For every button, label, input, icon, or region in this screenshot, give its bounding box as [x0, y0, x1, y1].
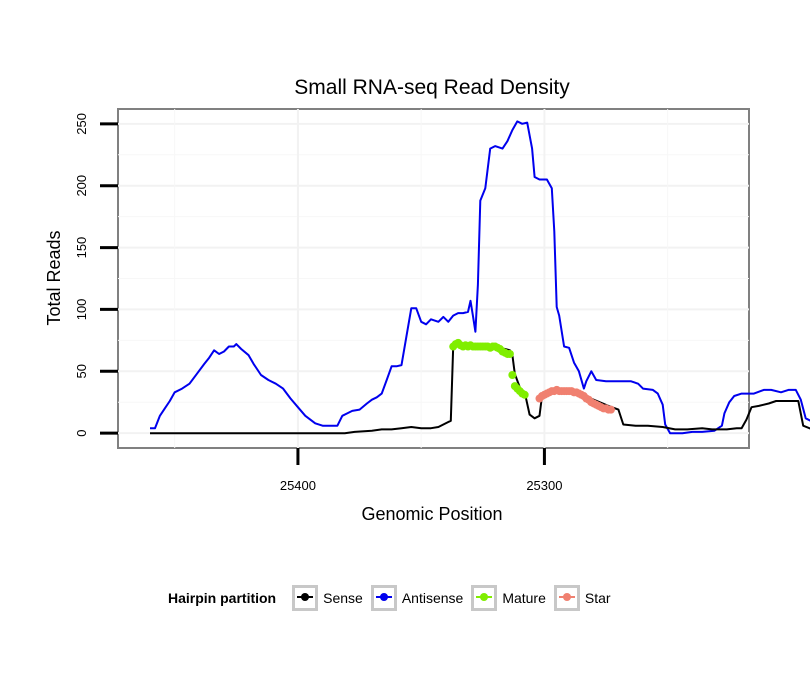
- legend-label-sense: Sense: [323, 590, 363, 606]
- data-point-mature: [520, 390, 529, 399]
- legend-key-sense: [292, 585, 319, 611]
- y-tick-label: 0: [74, 430, 89, 437]
- x-tick-label: 25300: [526, 478, 562, 493]
- data-series: [150, 120, 810, 435]
- legend-key-star: [553, 585, 580, 611]
- legend-key-antisense: [370, 585, 397, 611]
- y-axis-label: Total Reads: [44, 230, 64, 325]
- x-tick-label: 25400: [280, 478, 316, 493]
- y-tick-label: 250: [74, 113, 89, 135]
- legend-item-star[interactable]: Star: [553, 585, 611, 611]
- series-line-sense: [150, 343, 810, 435]
- series-line-antisense: [150, 120, 810, 435]
- legend-item-sense[interactable]: Sense: [292, 585, 363, 611]
- gridlines: [118, 109, 749, 448]
- y-tick-label: 150: [74, 237, 89, 259]
- legend-title: Hairpin partition: [168, 590, 277, 606]
- y-tick-label: 100: [74, 299, 89, 321]
- legend-label-star: Star: [584, 590, 611, 606]
- legend-label-mature: Mature: [502, 590, 546, 606]
- chart-title: Small RNA-seq Read Density: [294, 76, 570, 99]
- x-axis-label: Genomic Position: [361, 504, 502, 524]
- y-tick-label: 200: [74, 175, 89, 197]
- axes: 0 50 100 150 200 250 25400 25300: [74, 113, 562, 493]
- y-tick-label: 50: [74, 364, 89, 378]
- legend: Hairpin partition Sense Antisense Mature…: [168, 584, 619, 612]
- data-point-mature: [508, 371, 517, 380]
- data-point-star: [606, 405, 615, 414]
- legend-label-antisense: Antisense: [401, 590, 464, 606]
- legend-key-mature: [471, 585, 498, 611]
- legend-item-mature[interactable]: Mature: [471, 585, 546, 611]
- legend-item-antisense[interactable]: Antisense: [370, 585, 464, 611]
- data-point-mature: [505, 349, 514, 358]
